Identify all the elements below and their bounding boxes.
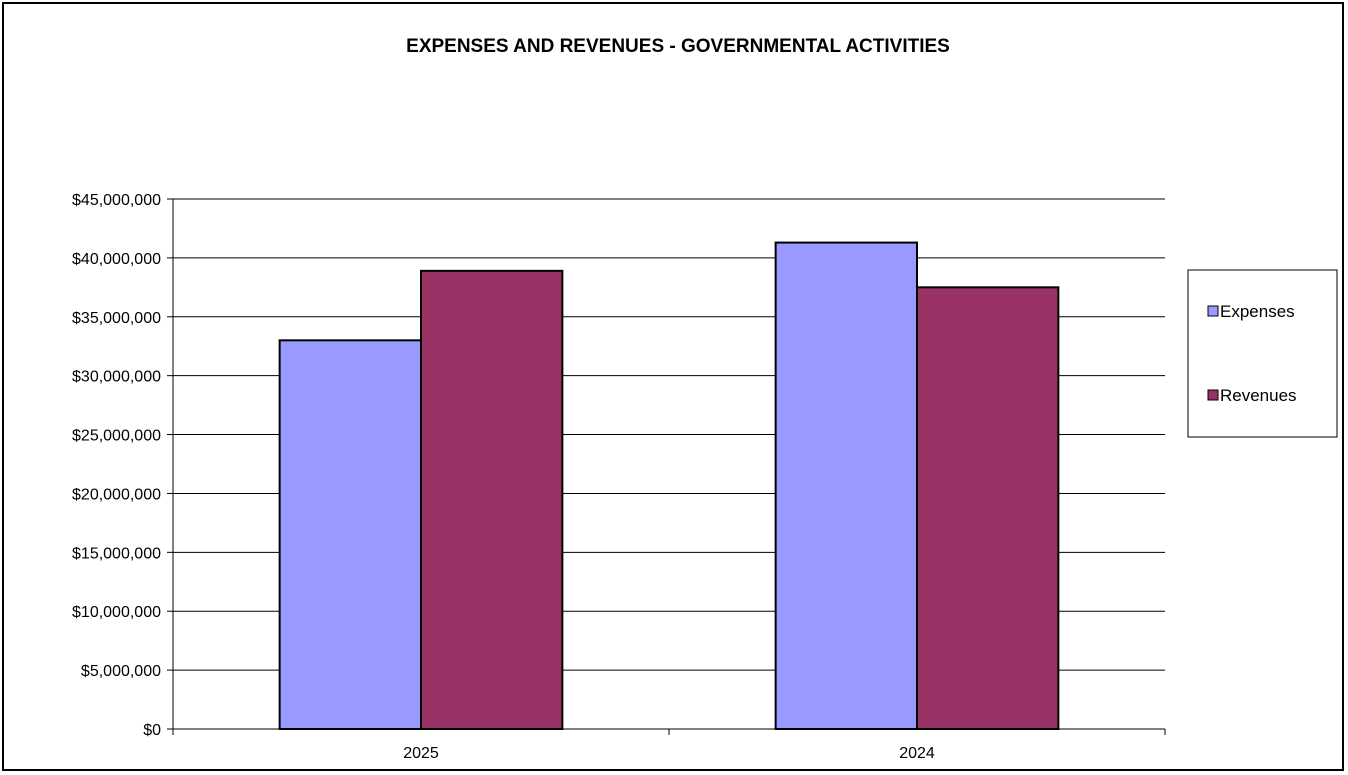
legend: Expenses Revenues — [1187, 269, 1338, 438]
y-tick-label: $5,000,000 — [81, 663, 161, 680]
x-tick-label: 2025 — [403, 745, 439, 762]
bar-revenues-2025 — [420, 269, 564, 730]
chart-title: EXPENSES AND REVENUES - GOVERNMENTAL ACT… — [406, 36, 950, 57]
y-tick-label: $30,000,000 — [72, 369, 161, 386]
y-tick-label: $15,000,000 — [72, 545, 161, 562]
y-tick-label: $10,000,000 — [72, 604, 161, 621]
bar-revenues-2024 — [916, 286, 1060, 730]
legend-label-expenses: Expenses — [1220, 302, 1295, 321]
bar-expenses-2024 — [774, 241, 919, 730]
y-tick-label: $35,000,000 — [72, 310, 161, 327]
y-tick-label: $25,000,000 — [72, 428, 161, 445]
y-tick-labels: $0 $5,000,000 $10,000,000 $15,000,000 $20,00… — [72, 192, 161, 739]
y-tick-label: $20,000,000 — [72, 486, 161, 503]
bars — [278, 241, 1060, 730]
axes — [167, 198, 1166, 735]
y-tick-label: $45,000,000 — [72, 192, 161, 209]
bar-expenses-2025 — [278, 339, 423, 730]
y-tick-label: $40,000,000 — [72, 251, 161, 268]
x-tick-labels: 2025 2024 — [403, 745, 935, 762]
legend-swatch-expenses — [1207, 305, 1219, 317]
x-tick-label: 2024 — [899, 745, 935, 762]
legend-label-revenues: Revenues — [1220, 386, 1297, 405]
legend-box — [1187, 269, 1338, 438]
y-tick-label: $0 — [143, 722, 161, 739]
legend-swatch-revenues — [1207, 389, 1219, 401]
